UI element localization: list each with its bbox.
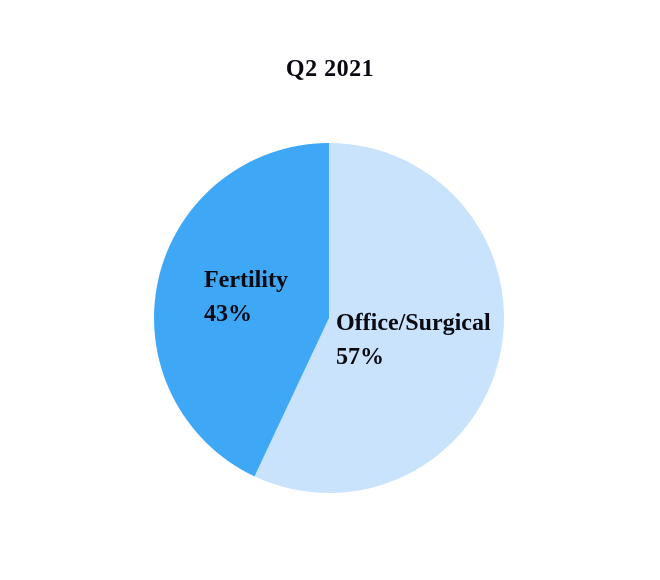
- pie-slice-fertility: [154, 143, 329, 477]
- slice-label-fertility-name: Fertility: [204, 267, 288, 293]
- pie-slice-office-surgical: [254, 143, 505, 493]
- slice-label-office-surgical-name: Office/Surgical: [336, 310, 491, 336]
- slice-label-fertility: Fertility 43%: [204, 263, 288, 331]
- slice-label-office-surgical-pct: 57%: [336, 344, 384, 370]
- chart-title: Q2 2021: [285, 56, 375, 82]
- slice-label-fertility-pct: 43%: [204, 301, 252, 327]
- slice-label-office-surgical: Office/Surgical 57%: [336, 306, 491, 374]
